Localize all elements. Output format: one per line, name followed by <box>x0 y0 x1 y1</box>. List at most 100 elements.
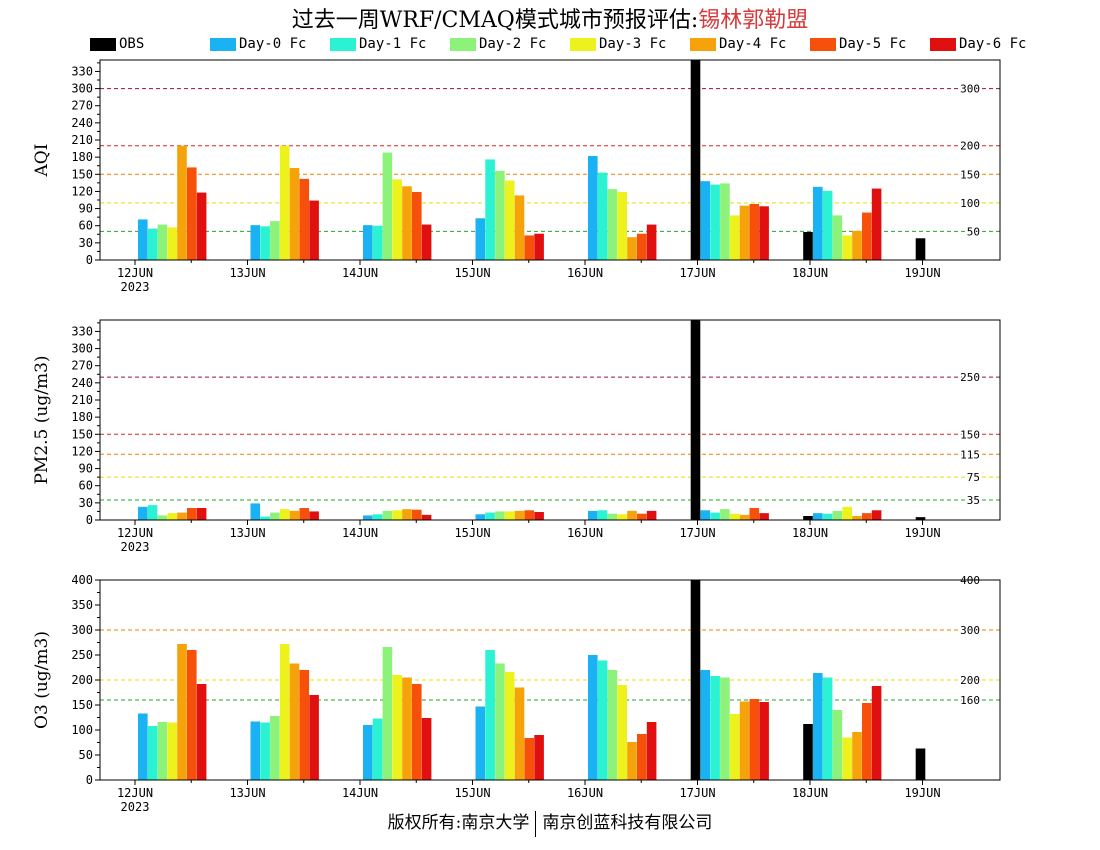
bar-day-5-fc <box>524 510 535 520</box>
bar-day-2-fc <box>832 215 843 260</box>
bar-day-1-fc <box>372 225 383 260</box>
legend-item-day-4-fc: Day-4 Fc <box>690 34 786 54</box>
x-tick-label: 19JUN <box>904 786 940 800</box>
y-tick-label: 0 <box>86 253 93 267</box>
y-tick-label: 240 <box>71 116 93 130</box>
threshold-label: 200 <box>960 674 980 687</box>
y-tick-label: 330 <box>71 64 93 78</box>
y-tick-label: 270 <box>71 99 93 113</box>
bar-day-0-fc <box>475 514 486 520</box>
threshold-label: 75 <box>967 471 980 484</box>
bar-day-4-fc <box>739 701 750 780</box>
bar-day-0-fc <box>363 725 373 780</box>
legend-item-day-5-fc: Day-5 Fc <box>810 34 906 54</box>
y-tick-label: 180 <box>71 410 93 424</box>
bar-day-2-fc <box>720 677 730 780</box>
bar-day-6-fc <box>871 686 882 780</box>
bar-day-0-fc <box>588 510 598 520</box>
bar-day-1-fc <box>597 510 608 520</box>
bar-day-6-fc <box>646 510 657 520</box>
bar-day-6-fc <box>309 511 319 520</box>
y-tick-label: 150 <box>71 698 93 712</box>
bar-day-5-fc <box>862 513 872 520</box>
bar-day-3-fc <box>392 675 402 780</box>
bar-day-5-fc <box>637 233 647 260</box>
threshold-label: 160 <box>960 694 980 707</box>
bar-obs <box>690 320 701 520</box>
title-prefix: 过去一周WRF/CMAQ模式城市预报评估: <box>291 8 699 33</box>
bar-day-3-fc <box>167 722 177 780</box>
bar-day-3-fc <box>279 145 290 260</box>
bar-day-1-fc <box>822 190 833 260</box>
bar-day-1-fc <box>260 722 270 780</box>
x-tick-label: 13JUN <box>229 266 265 280</box>
bar-day-6-fc <box>871 510 882 520</box>
y-axis-label: AQI <box>32 144 52 178</box>
bar-day-3-fc <box>279 509 290 520</box>
bar-day-2-fc <box>832 710 843 780</box>
x-tick-label: 13JUN <box>229 786 265 800</box>
bar-day-2-fc <box>157 224 168 260</box>
bar-day-3-fc <box>842 737 852 780</box>
threshold-label: 115 <box>960 448 980 461</box>
bar-day-4-fc <box>852 732 862 780</box>
x-tick-label: 18JUN <box>792 786 828 800</box>
legend-swatch <box>690 37 716 51</box>
bar-day-2-fc <box>832 510 843 520</box>
x-year-label: 2023 <box>121 800 150 814</box>
bar-day-1-fc <box>597 660 608 780</box>
legend: OBS Day-0 Fc Day-1 Fc Day-2 Fc Day-3 Fc Day-4… <box>0 34 1100 54</box>
threshold-label: 35 <box>967 494 980 507</box>
bar-day-0-fc <box>588 156 598 260</box>
x-tick-label: 14JUN <box>342 786 378 800</box>
bar-day-4-fc <box>402 677 412 780</box>
bar-day-3-fc <box>504 511 515 520</box>
bar-day-5-fc <box>187 508 197 520</box>
legend-label: OBS <box>119 36 145 52</box>
bar-day-6-fc <box>421 514 432 520</box>
bar-day-4-fc <box>852 230 862 260</box>
bar-day-5-fc <box>187 167 197 260</box>
bar-obs <box>803 724 813 780</box>
bar-day-4-fc <box>177 644 187 780</box>
y-tick-label: 150 <box>71 167 93 181</box>
bar-day-3-fc <box>167 227 177 260</box>
y-tick-label: 270 <box>71 359 93 373</box>
bar-day-1-fc <box>485 159 495 260</box>
bar-day-1-fc <box>260 516 270 520</box>
bar-day-5-fc <box>412 509 422 520</box>
bar-day-3-fc <box>504 180 515 260</box>
y-tick-label: 330 <box>71 324 93 338</box>
legend-swatch <box>90 37 116 51</box>
bar-day-6-fc <box>534 512 544 520</box>
bar-day-4-fc <box>177 145 187 260</box>
x-tick-label: 13JUN <box>229 526 265 540</box>
bar-day-4-fc <box>852 516 862 520</box>
threshold-label: 100 <box>960 197 980 210</box>
bar-day-6-fc <box>759 513 769 520</box>
y-tick-label: 120 <box>71 444 93 458</box>
bar-day-5-fc <box>187 650 197 780</box>
plot-frame <box>99 59 1001 261</box>
bar-day-4-fc <box>289 168 300 260</box>
bar-day-0-fc <box>813 673 823 780</box>
bar-day-4-fc <box>739 514 750 520</box>
bar-day-6-fc <box>871 188 882 260</box>
bar-day-5-fc <box>412 192 422 260</box>
bar-day-6-fc <box>309 695 319 780</box>
bar-day-2-fc <box>607 189 618 260</box>
y-tick-label: 90 <box>79 462 93 476</box>
bar-day-0-fc <box>138 219 148 260</box>
threshold-label: 50 <box>967 225 980 238</box>
x-tick-label: 15JUN <box>454 526 490 540</box>
bar-obs <box>690 580 701 780</box>
bar-day-3-fc <box>842 235 852 260</box>
bar-day-1-fc <box>710 184 720 260</box>
bar-day-6-fc <box>196 192 207 260</box>
bar-day-6-fc <box>534 735 544 780</box>
bar-obs <box>690 60 701 260</box>
y-tick-label: 300 <box>71 342 93 356</box>
y-axis-label: O3 (ug/m3) <box>32 631 52 729</box>
x-tick-label: 15JUN <box>454 266 490 280</box>
bar-day-2-fc <box>270 512 280 520</box>
